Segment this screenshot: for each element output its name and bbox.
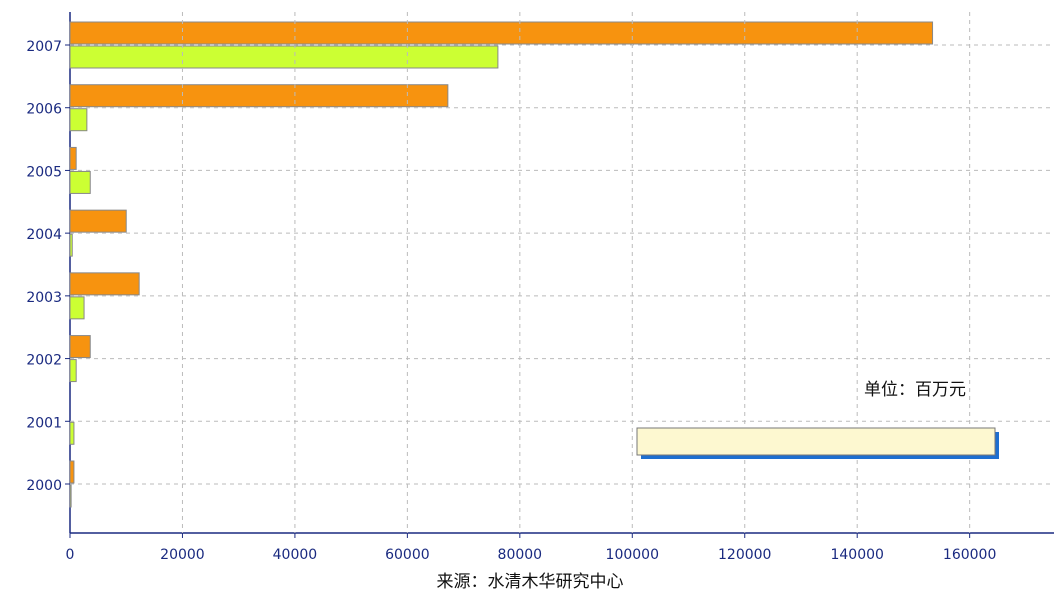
bar <box>69 421 75 445</box>
bar <box>69 359 77 383</box>
bar <box>69 45 499 69</box>
bar <box>69 84 449 108</box>
y-tick-label: 2000 <box>26 478 62 494</box>
bar <box>69 233 73 257</box>
y-tick-label: 2006 <box>26 102 62 118</box>
bar <box>69 335 91 359</box>
bar <box>69 484 72 508</box>
y-tick-label: 2003 <box>26 290 62 306</box>
x-tick-label: 160000 <box>943 547 996 563</box>
y-tick-label: 2007 <box>26 39 62 55</box>
bar <box>69 460 75 484</box>
x-tick-label: 140000 <box>830 547 883 563</box>
x-tick-label: 40000 <box>273 547 318 563</box>
bar <box>69 170 91 194</box>
x-tick-label: 120000 <box>718 547 771 563</box>
y-tick-label: 2001 <box>26 415 62 431</box>
y-tick-label: 2002 <box>26 353 62 369</box>
bar <box>69 146 77 170</box>
legend <box>636 427 996 456</box>
bar <box>69 272 140 296</box>
x-tick-label: 0 <box>66 547 75 563</box>
bar <box>69 108 88 132</box>
unit-note: 单位：百万元 <box>864 380 966 400</box>
y-tick-label: 2004 <box>26 227 62 243</box>
y-tick-label: 2005 <box>26 164 62 180</box>
x-tick-label: 20000 <box>160 547 205 563</box>
x-tick-label: 100000 <box>606 547 659 563</box>
bar <box>69 209 127 233</box>
bar <box>69 296 85 320</box>
source-note: 来源：水清木华研究中心 <box>437 572 624 592</box>
x-tick-label: 80000 <box>498 547 543 563</box>
x-tick-label: 60000 <box>385 547 430 563</box>
bar <box>69 21 934 45</box>
